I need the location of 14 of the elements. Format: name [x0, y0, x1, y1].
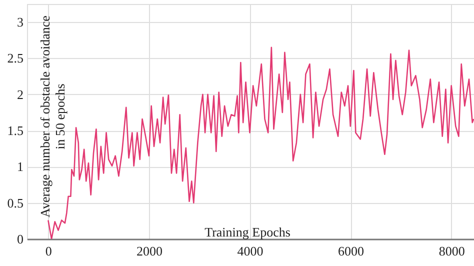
x-tick-label: 6000: [338, 244, 364, 258]
y-tick-label: 2.5: [7, 50, 24, 66]
x-axis-title: Training Epochs: [204, 224, 290, 240]
y-tick-label: 3: [17, 14, 24, 30]
y-tick-label: 1: [17, 159, 24, 174]
x-tick-label: 0: [45, 244, 52, 258]
y-tick-label: 0.5: [7, 195, 24, 210]
x-tick-label: 2000: [136, 244, 162, 258]
y-axis-title: Average number of obstacle avoidance in 50 epochs: [38, 15, 68, 218]
y-tick-label: 1.5: [7, 123, 24, 138]
y-tick-label: 2: [17, 86, 24, 102]
x-tick-label: 4000: [237, 244, 264, 258]
x-tick-label: 8000: [438, 244, 465, 258]
y-tick-label: 0: [17, 232, 24, 246]
